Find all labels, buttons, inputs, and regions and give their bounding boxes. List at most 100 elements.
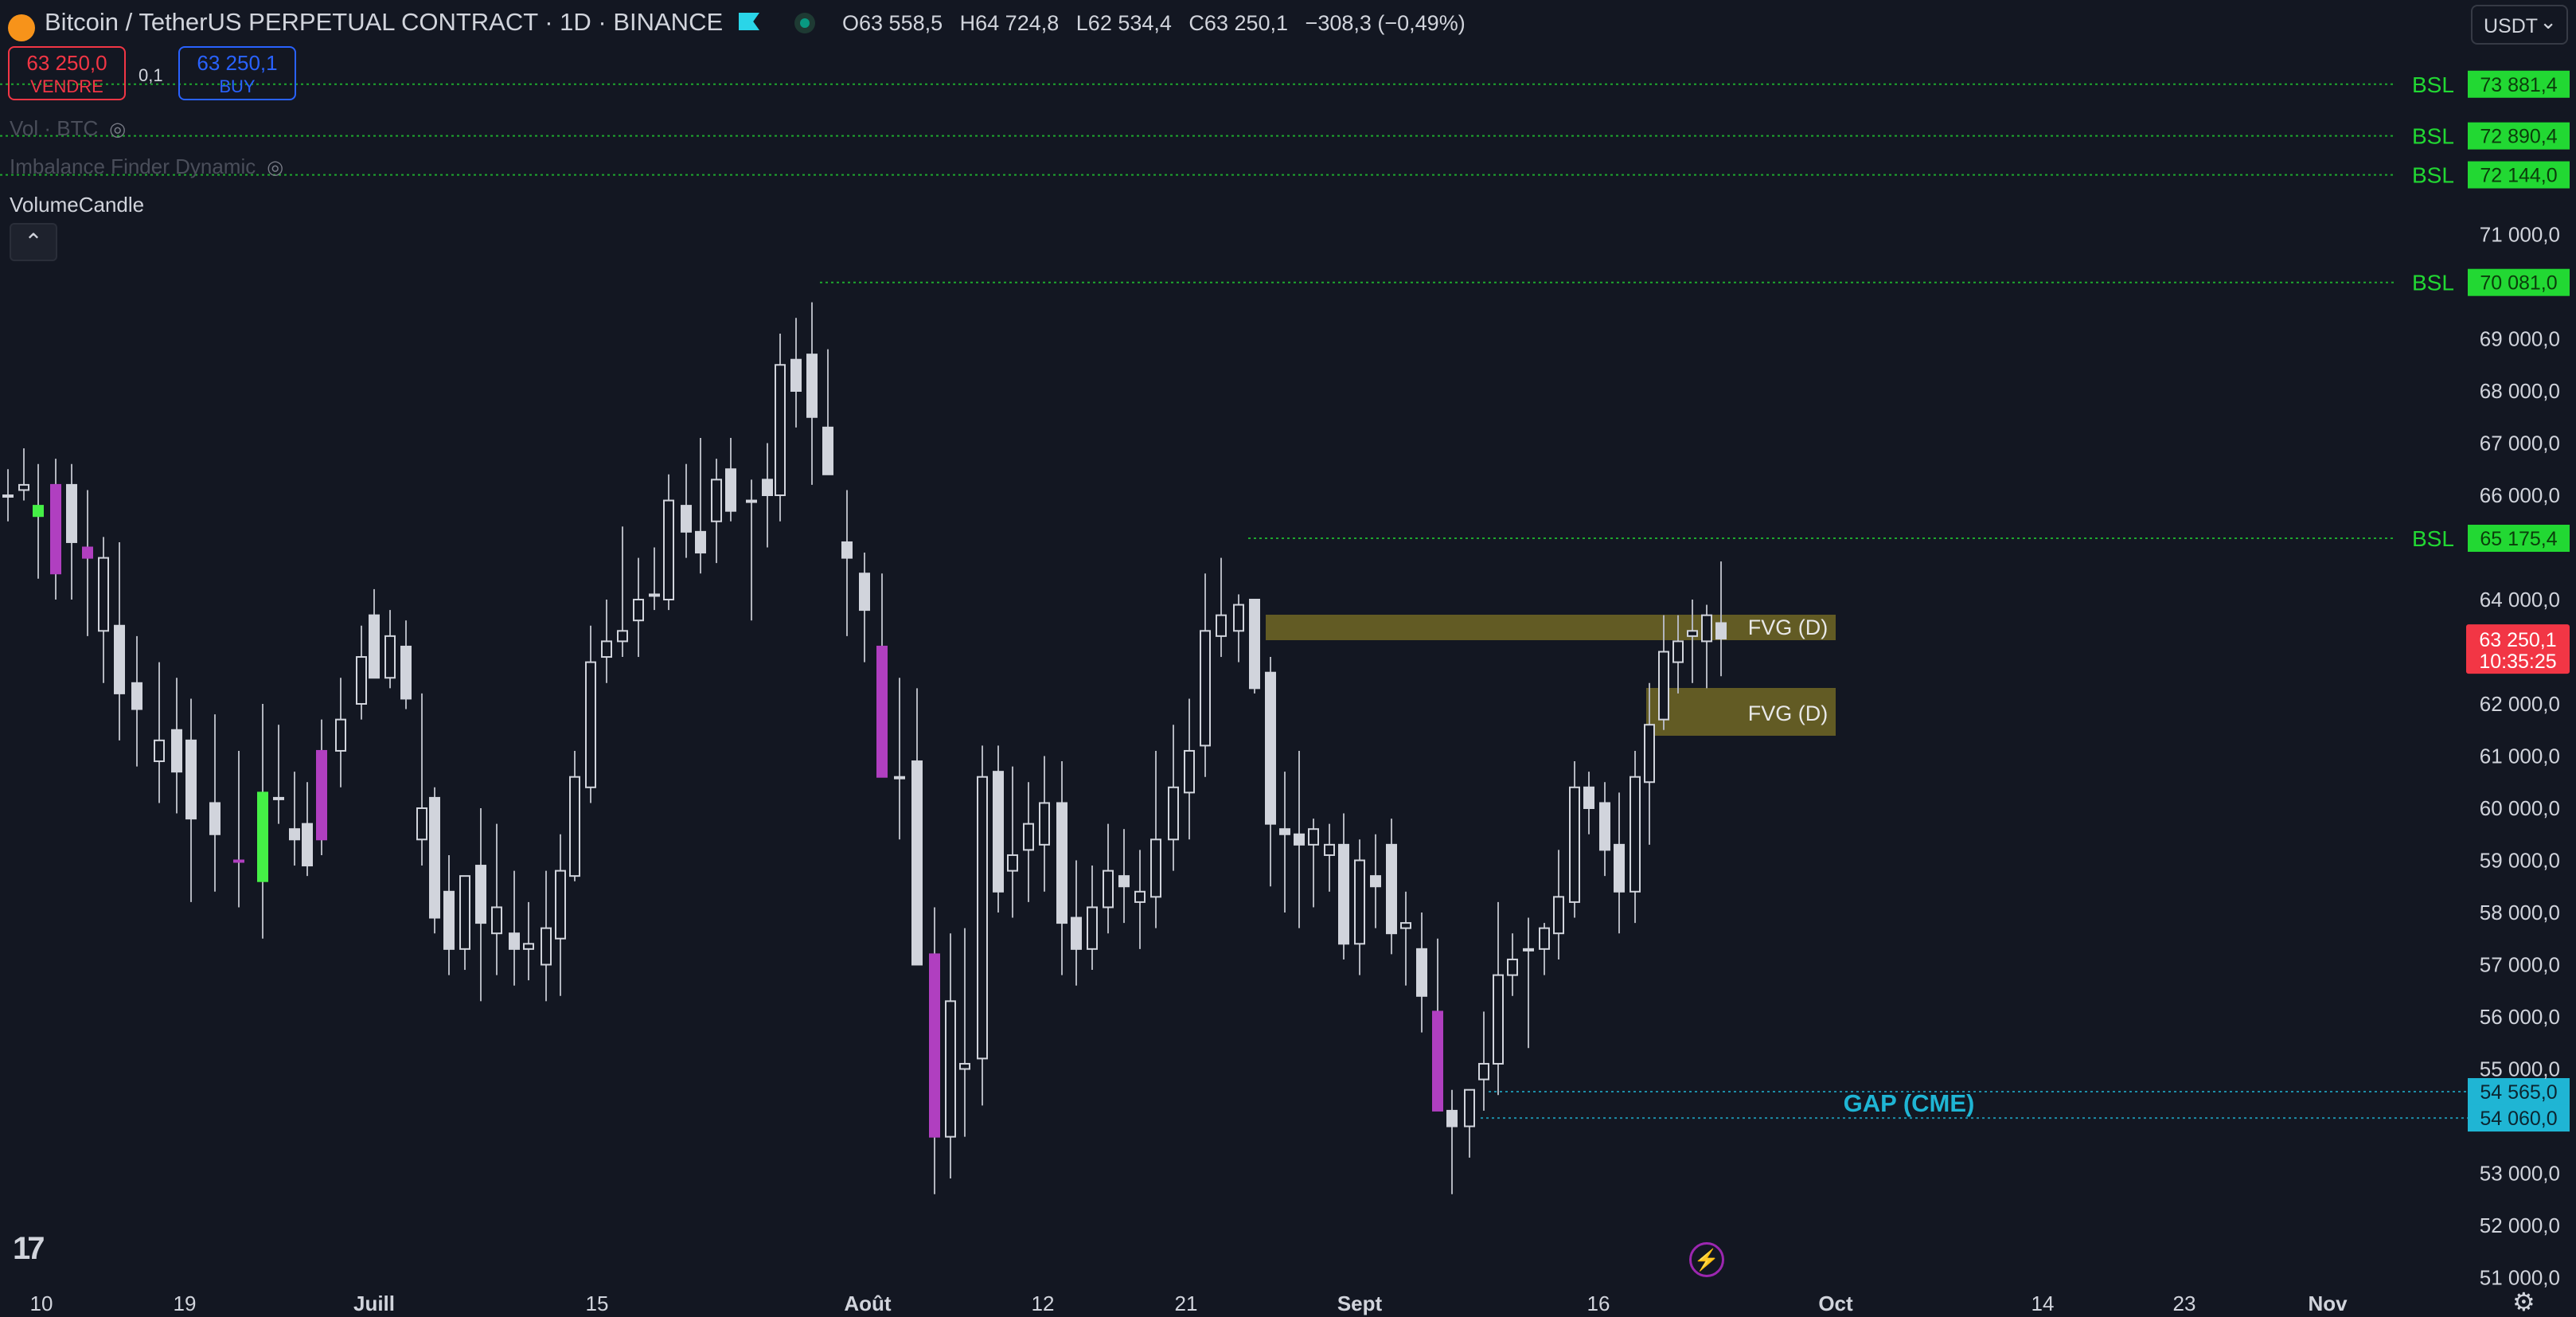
bsl-label: BSL [2412, 526, 2454, 551]
candle-body [1569, 786, 1580, 903]
candle-body [1071, 916, 1082, 950]
settings-icon[interactable]: ⚙ [2512, 1288, 2535, 1316]
buy-button[interactable]: 63 250,1 BUY [178, 46, 296, 100]
buy-label: BUY [219, 76, 256, 96]
price-axis-tick: 57 000,0 [2480, 953, 2560, 977]
flag-icon[interactable] [739, 13, 759, 30]
candle-body [1644, 724, 1655, 784]
candle-body [1294, 833, 1305, 846]
current-price-tag [2466, 624, 2570, 674]
candle-body [1233, 604, 1244, 632]
candle-body [841, 541, 853, 559]
candle-body [911, 760, 923, 966]
candle-body [369, 614, 380, 679]
candle-body [1056, 802, 1067, 924]
candle-body [1599, 802, 1610, 851]
candle-body [302, 823, 313, 867]
fvg-label: FVG (D) [1748, 616, 1829, 639]
candle-body [977, 776, 988, 1060]
price-axis-tick: 67 000,0 [2480, 432, 2560, 455]
candle-body [1464, 1088, 1475, 1127]
low-value: 62 534,4 [1087, 11, 1172, 35]
market-status-icon[interactable] [794, 13, 815, 33]
gap-price-value: 54 565,0 [2480, 1081, 2557, 1104]
candle-body [1007, 854, 1018, 872]
candle-body [1308, 828, 1319, 846]
bsl-price-value: 72 890,4 [2480, 126, 2557, 148]
indicator-volume-label: Vol · BTC [10, 116, 99, 140]
fvg-zone[interactable] [1266, 615, 1836, 640]
candle-body [1614, 843, 1625, 893]
indicator-imbalance-label: Imbalance Finder Dynamic [10, 154, 256, 178]
flash-icon[interactable]: ⚡ [1689, 1242, 1724, 1277]
close-key: C [1188, 11, 1204, 35]
candle-body [725, 468, 736, 512]
indicator-volumecandle[interactable]: VolumeCandle [10, 193, 144, 217]
bsl-price-value: 73 881,4 [2480, 74, 2557, 96]
bsl-price-tag [2468, 70, 2570, 98]
bsl-price-tag [2468, 122, 2570, 150]
tradingview-logo-icon[interactable]: 17 [13, 1231, 45, 1266]
candle-body [894, 776, 905, 780]
price-axis-tick: 68 000,0 [2480, 379, 2560, 403]
gap-price-tag [2468, 1077, 2570, 1105]
candle-body [681, 505, 692, 533]
fvg-zone[interactable] [1646, 688, 1836, 736]
candle-body [491, 906, 502, 935]
candle-body [1184, 749, 1195, 794]
candle-body [993, 771, 1004, 893]
candle-body [663, 499, 674, 600]
indicator-imbalance[interactable]: Imbalance Finder Dynamic ◎ [10, 154, 283, 179]
price-axis-tick: 53 000,0 [2480, 1162, 2560, 1186]
price-axis-tick: 64 000,0 [2480, 588, 2560, 612]
candle-body [1150, 838, 1161, 898]
price-axis-tick: 58 000,0 [2480, 901, 2560, 924]
bsl-price-value: 65 175,4 [2480, 528, 2557, 550]
open-key: O [842, 11, 860, 35]
high-key: H [959, 11, 976, 35]
bsl-label: BSL [2412, 271, 2454, 295]
candle-body [1416, 948, 1427, 997]
buy-price: 63 250,1 [197, 51, 278, 75]
time-axis-label: 14 [2032, 1292, 2055, 1315]
bsl-price-tag [2468, 268, 2570, 296]
candle-body [384, 635, 396, 679]
price-axis-tick: 56 000,0 [2480, 1005, 2560, 1029]
candle-body [273, 796, 284, 800]
candle-body [171, 729, 182, 773]
time-axis-label: Juill [353, 1292, 395, 1315]
candle-body [509, 932, 520, 950]
collapse-indicators-button[interactable]: ⌃ [10, 223, 57, 261]
indicator-volumecandle-label: VolumeCandle [10, 193, 145, 217]
gap-cme-label: GAP (CME) [1844, 1089, 1975, 1117]
price-axis-tick: 51 000,0 [2480, 1266, 2560, 1290]
candle-body [1446, 1109, 1458, 1127]
symbol-title[interactable]: Bitcoin / TetherUS PERPETUAL CONTRACT · … [45, 8, 724, 36]
sell-price: 63 250,0 [26, 51, 107, 75]
candle-body [555, 870, 566, 940]
candle-body [1553, 896, 1564, 935]
indicator-volume[interactable]: Vol · BTC ◎ [10, 116, 126, 141]
candle-body [1200, 630, 1211, 747]
gap-price-tag [2468, 1104, 2570, 1132]
price-axis-tick: 61 000,0 [2480, 744, 2560, 768]
candle-body [1249, 599, 1260, 690]
candle-body [1478, 1062, 1489, 1081]
candle-body [289, 828, 300, 841]
candle-body [459, 875, 470, 950]
eye-hidden-icon[interactable]: ◎ [267, 157, 284, 178]
bsl-price-value: 72 144,0 [2480, 165, 2557, 187]
candle-body [233, 859, 244, 863]
candle-body [859, 573, 870, 612]
candle-body [2, 494, 14, 498]
sell-button[interactable]: 63 250,0 VENDRE [8, 46, 126, 100]
candle-body [1493, 974, 1504, 1065]
currency-select[interactable]: USDT [2471, 2, 2568, 45]
eye-hidden-icon[interactable]: ◎ [109, 119, 127, 140]
candle-body [1354, 859, 1365, 945]
time-axis-label: 10 [30, 1292, 53, 1315]
candle-body [82, 546, 93, 559]
candle-body [790, 358, 802, 393]
candle-body [1324, 843, 1335, 856]
